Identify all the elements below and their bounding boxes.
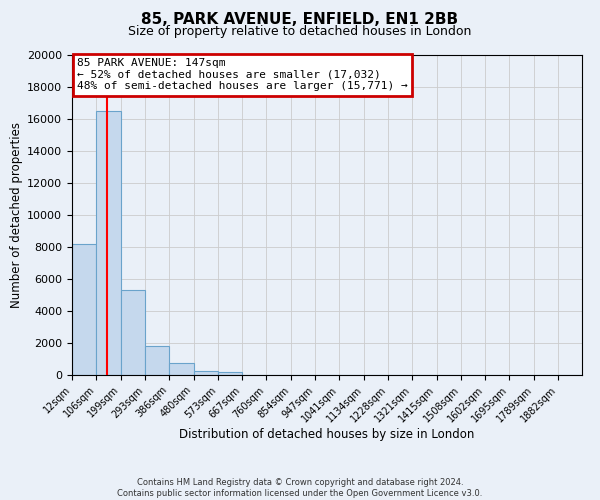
Text: 85, PARK AVENUE, ENFIELD, EN1 2BB: 85, PARK AVENUE, ENFIELD, EN1 2BB xyxy=(142,12,458,28)
Y-axis label: Number of detached properties: Number of detached properties xyxy=(10,122,23,308)
Text: 85 PARK AVENUE: 147sqm
← 52% of detached houses are smaller (17,032)
48% of semi: 85 PARK AVENUE: 147sqm ← 52% of detached… xyxy=(77,58,408,92)
Bar xyxy=(97,111,121,375)
Bar xyxy=(145,346,169,375)
X-axis label: Distribution of detached houses by size in London: Distribution of detached houses by size … xyxy=(179,428,475,441)
Bar xyxy=(194,371,218,375)
Bar xyxy=(121,290,145,375)
Bar xyxy=(169,363,194,375)
Text: Size of property relative to detached houses in London: Size of property relative to detached ho… xyxy=(128,25,472,38)
Bar xyxy=(218,372,242,375)
Bar xyxy=(72,244,97,375)
Text: Contains HM Land Registry data © Crown copyright and database right 2024.
Contai: Contains HM Land Registry data © Crown c… xyxy=(118,478,482,498)
